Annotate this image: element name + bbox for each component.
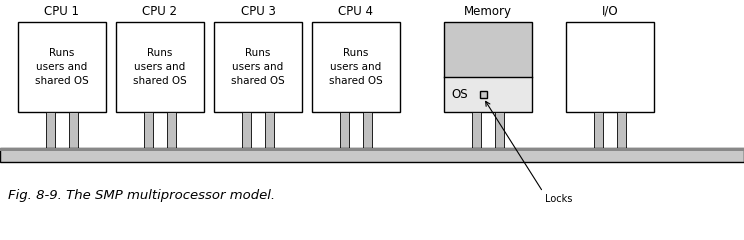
- Bar: [472, 112, 481, 148]
- Bar: [0, 148, 744, 151]
- Bar: [340, 112, 349, 148]
- Bar: [46, 112, 55, 148]
- Bar: [242, 112, 251, 148]
- Text: CPU 4: CPU 4: [339, 5, 373, 18]
- Text: Locks: Locks: [545, 194, 572, 204]
- Bar: [69, 112, 78, 148]
- Bar: [18, 22, 106, 112]
- Text: Fig. 8-9. The SMP multiprocessor model.: Fig. 8-9. The SMP multiprocessor model.: [8, 188, 275, 202]
- Bar: [444, 22, 532, 77]
- Text: CPU 2: CPU 2: [143, 5, 178, 18]
- Text: OS: OS: [452, 88, 468, 101]
- Text: Runs
users and
shared OS: Runs users and shared OS: [35, 48, 89, 86]
- Text: CPU 1: CPU 1: [45, 5, 80, 18]
- Bar: [265, 112, 274, 148]
- Bar: [363, 112, 372, 148]
- Bar: [167, 112, 176, 148]
- Text: Runs
users and
shared OS: Runs users and shared OS: [133, 48, 187, 86]
- Text: I/O: I/O: [602, 5, 618, 18]
- Bar: [617, 112, 626, 148]
- Bar: [495, 112, 504, 148]
- Text: CPU 3: CPU 3: [240, 5, 275, 18]
- Bar: [214, 22, 302, 112]
- Bar: [444, 77, 532, 112]
- Bar: [594, 112, 603, 148]
- Bar: [144, 112, 153, 148]
- Bar: [444, 22, 532, 112]
- Text: Runs
users and
shared OS: Runs users and shared OS: [231, 48, 285, 86]
- Bar: [312, 22, 400, 112]
- Text: Memory: Memory: [464, 5, 512, 18]
- Bar: [480, 91, 487, 98]
- Bar: [566, 22, 654, 112]
- Bar: [116, 22, 204, 112]
- Bar: [0, 148, 744, 162]
- Text: Runs
users and
shared OS: Runs users and shared OS: [329, 48, 383, 86]
